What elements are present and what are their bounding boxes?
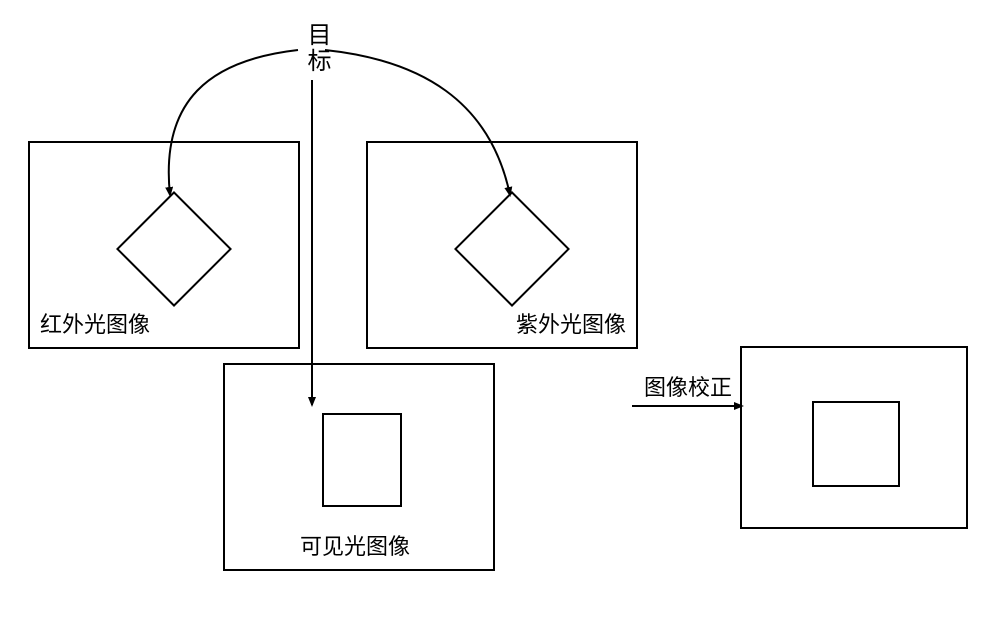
- infrared-box: 红外光图像: [28, 141, 300, 349]
- visible-label: 可见光图像: [300, 529, 410, 561]
- visible-label-text: 可见光图像: [300, 534, 410, 559]
- correction-label: 图像校正: [644, 370, 732, 402]
- target-label: 目标: [299, 22, 334, 74]
- target-label-text: 目标: [303, 22, 329, 74]
- diagram-canvas: 目标 红外光图像 紫外光图像 可见光图像 图像校正: [0, 0, 1000, 627]
- ultraviolet-box: 紫外光图像: [366, 141, 638, 349]
- ultraviolet-label-text: 紫外光图像: [516, 312, 626, 337]
- visible-inner-square: [322, 413, 402, 507]
- result-box: [740, 346, 968, 529]
- result-inner-square: [812, 401, 900, 487]
- infrared-label-text: 红外光图像: [40, 312, 150, 337]
- infrared-diamond: [116, 191, 232, 307]
- infrared-label: 红外光图像: [40, 307, 150, 339]
- visible-box: 可见光图像: [223, 363, 495, 571]
- correction-label-text: 图像校正: [644, 375, 732, 400]
- ultraviolet-diamond: [454, 191, 570, 307]
- ultraviolet-label: 紫外光图像: [516, 307, 626, 339]
